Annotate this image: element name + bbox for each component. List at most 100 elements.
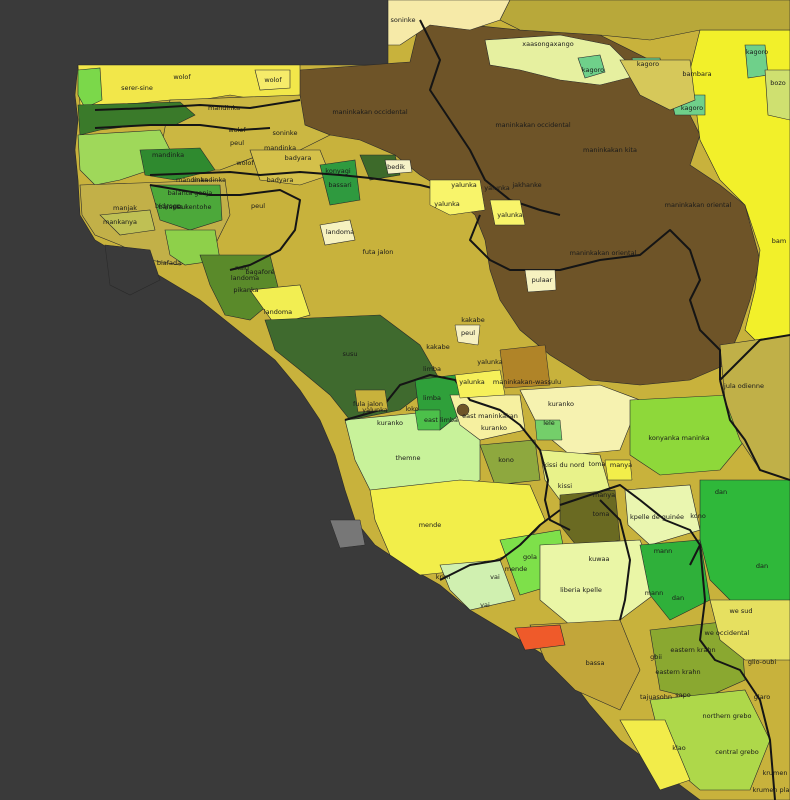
map-label-maninkakan-occ1: maninkakan occidental (332, 107, 408, 116)
map-label-fula-jalon: fula jalon (353, 399, 383, 408)
region-bijagos (104, 244, 161, 296)
map-label-maninkakan-wassulu: maninkakan-wassulu (492, 377, 562, 386)
border-gambia-s (94, 124, 271, 131)
map-label-eastern-krahn1: eastern krahn (670, 645, 716, 654)
map-label-toma1: toma (588, 459, 606, 468)
region-fula-jalon-s (354, 389, 389, 413)
map-label-gbii: gbii (650, 652, 662, 661)
map-label-peul1: peul (229, 138, 245, 147)
map-label-futa-jalon: futa jalon (362, 247, 394, 256)
map-label-konyanka: konyanka maninka (648, 433, 710, 442)
map-label-bam-e: bam (771, 236, 787, 245)
map-label-manjak: manjak (113, 203, 137, 212)
map-label-vai2: vai (480, 600, 490, 609)
map-label-liberia-kpelle: liberia kpelle (560, 585, 602, 594)
map-label-jakhanke: jakhanke (512, 180, 542, 189)
map-label-kagoro3: kagoro (745, 47, 769, 56)
map-label-badyara: badyara (284, 153, 312, 162)
map-label-yalunka1: yalunka (451, 180, 477, 189)
map-label-lele: lele (543, 418, 555, 427)
region-serer (77, 67, 103, 109)
border-ci-guinea (719, 379, 790, 481)
map-label-kuranko1: kuranko (548, 399, 574, 408)
map-label-northern-grebo: northern grebo (702, 711, 752, 720)
map-features (329, 179, 633, 549)
map-label-gola: gola (523, 552, 537, 561)
map-label-manya1: manya (609, 460, 633, 469)
map-label-konyagi: konyagi (325, 166, 351, 175)
region-loko (414, 409, 441, 431)
border-gambia (94, 99, 301, 111)
region-kpelle-guinee (624, 484, 701, 546)
map-label-limba2: limba (422, 393, 442, 402)
region-mandinka-casa (139, 147, 216, 181)
region-lele (534, 419, 563, 441)
region-maninkakan-wassulu (499, 344, 551, 389)
map-label-bedik: bedik (387, 162, 405, 171)
map-label-krim: krim (435, 572, 451, 581)
map-label-yalunka4: yalunka (497, 210, 523, 219)
map-label-loko: loko (405, 404, 419, 413)
map-label-kono2: kono (690, 511, 706, 520)
border-senegal-mali (419, 19, 561, 216)
border-liberia-ci (699, 544, 776, 800)
map-label-kpelle-guinee: kpelle de guinée (630, 512, 684, 521)
map-label-mankanya: mankanya (102, 217, 138, 226)
region-wolof2 (254, 69, 291, 91)
region-bozo (764, 69, 790, 121)
region-balanta (149, 184, 223, 231)
map-label-maninkakan-orient-n: maninkakan oriental (664, 200, 732, 209)
region-yalunka-n (429, 179, 486, 216)
map-label-central-grebo: central grebo (715, 747, 759, 756)
map-label-jula-odienne: jula odienne (724, 381, 764, 390)
region-sea-left (329, 519, 366, 549)
region-east-maninkakan (449, 394, 526, 441)
map-label-kissi-s: kissi (557, 481, 573, 490)
map-label-kuwaa: kuwaa (588, 554, 610, 563)
map-label-vai: vai (490, 572, 500, 581)
map-label-balanta-ganja: balanta ganja (167, 188, 213, 197)
map-label-dan2: dan (671, 593, 685, 602)
country-borders (94, 19, 790, 800)
region-top-olive (499, 0, 790, 41)
map-label-dan3: dan (755, 561, 769, 570)
region-yalunka-mid (454, 369, 506, 399)
map-label-pulaar: pulaar (531, 275, 553, 284)
region-casamance (77, 129, 171, 186)
map-label-mandinka1: mandinka (207, 103, 241, 112)
map-label-mandinka-gb: mandinka (175, 175, 209, 184)
map-label-wolof1: wolof (173, 72, 191, 81)
map-label-eastern-krahn2: eastern krahn (655, 667, 701, 676)
map-label-klao: klao (672, 743, 686, 752)
map-label-bijago: bidyogo (155, 201, 181, 210)
map-label-peul3: peul (172, 202, 188, 211)
map-label-glio-oubi: glio-oubi (747, 657, 777, 666)
map-label-mende: mende (418, 520, 442, 529)
map-label-mandinka4: mandinka (193, 175, 227, 184)
map-label-yalunka3: yalunka (434, 199, 460, 208)
map-label-pukanka: pikanka (233, 285, 259, 294)
map-label-bassari: bassari (328, 180, 352, 189)
land (74, 0, 790, 800)
map-label-kakabe2: kakabe (426, 342, 450, 351)
map-label-manya2: manya (592, 490, 616, 499)
map-label-kagoro1: kagoro (581, 65, 605, 74)
border-sl-guinea (344, 374, 571, 531)
map-label-landoma3: landoma (263, 307, 293, 316)
map-label-toma2: toma (592, 509, 610, 518)
map-label-mann1: mann (653, 546, 673, 555)
map-label-balanta-kentohe: balanta kentohe (158, 202, 212, 211)
map-label-xaasongaxango: xaasongaxango (522, 39, 574, 48)
map-label-glaro: glaro (753, 692, 771, 701)
map-label-kissi-nord: kissi du nord (543, 460, 585, 469)
map-label-yalunka2: yalunka (484, 183, 510, 192)
border-liberia-sl (439, 509, 561, 581)
region-bambara-w (619, 59, 696, 111)
map-label-bambara: bambara (682, 69, 712, 78)
map-label-mann2: mann (644, 588, 664, 597)
map-label-bozo: bozo (770, 78, 786, 87)
map-label-we-occ: we occidental (704, 628, 750, 637)
region-yalunka-s (489, 199, 526, 226)
map-label-soninke-n: soninke (390, 15, 416, 24)
map-label-krumen: krumen (762, 768, 788, 777)
